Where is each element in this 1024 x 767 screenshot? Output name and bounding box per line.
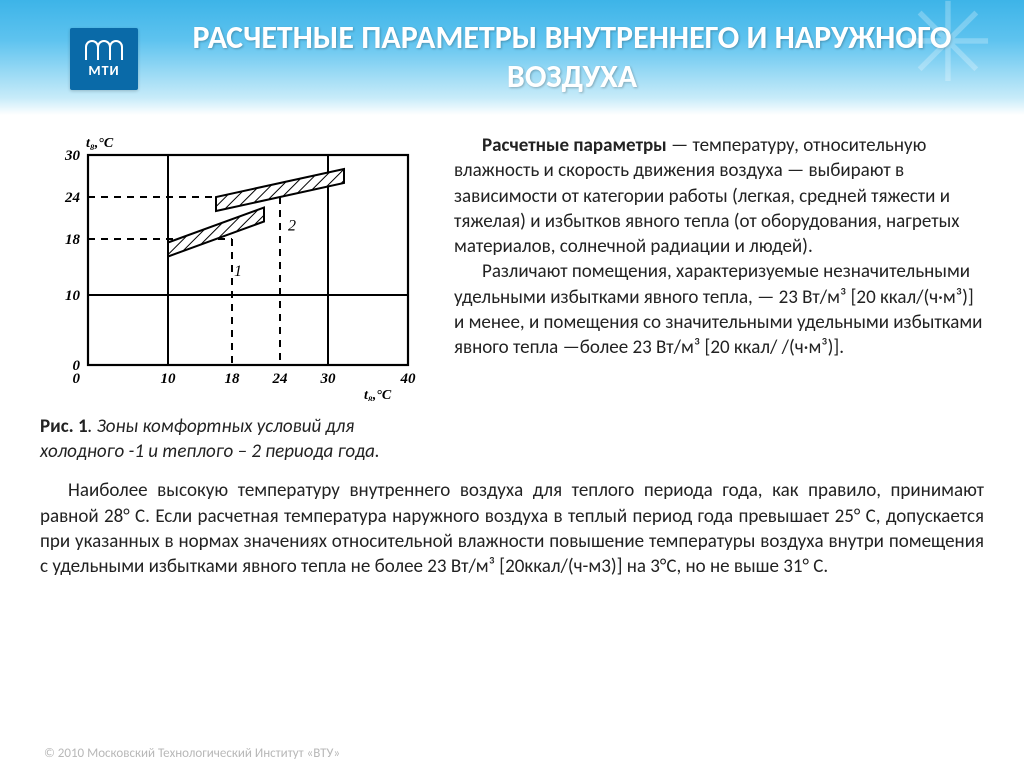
svg-text:0: 0 <box>73 371 81 387</box>
mti-logo: МТИ <box>70 28 138 90</box>
svg-text:t₈,°C: t₈,°C <box>86 136 114 151</box>
caption-text: . Зоны комфортных условий для холодного … <box>40 415 380 463</box>
svg-text:1: 1 <box>234 263 242 280</box>
bottom-paragraph: Наиболее высокую температуру внутреннего… <box>40 478 984 579</box>
caption-prefix: Рис. 1 <box>40 415 88 438</box>
slide-title: РАСЧЕТНЫЕ ПАРАМЕТРЫ ВНУТРЕННЕГО И НАРУЖН… <box>160 19 1024 96</box>
slide-content: 1230241810001018243040t₈,°Ct₈,°C Рис. 1.… <box>0 115 1024 579</box>
footer-copyright: © 2010 Московский Технологический Инстит… <box>44 746 340 761</box>
svg-text:10: 10 <box>161 371 177 387</box>
paragraph-1: Расчетные параметры — температуру, относ… <box>454 133 984 259</box>
logo-text: МТИ <box>88 62 119 79</box>
asterisk-decoration: ✳ <box>902 0 994 88</box>
slide-header: МТИ РАСЧЕТНЫЕ ПАРАМЕТРЫ ВНУТРЕННЕГО И НА… <box>0 0 1024 115</box>
svg-text:30: 30 <box>64 148 81 164</box>
p1-lead: Расчетные параметры <box>482 134 667 157</box>
paragraph-2: Различают помещения, характеризуемые нез… <box>454 259 984 360</box>
body-text-right: Расчетные параметры — температуру, относ… <box>454 133 984 464</box>
svg-text:24: 24 <box>272 371 289 387</box>
svg-text:24: 24 <box>64 190 81 206</box>
svg-text:18: 18 <box>225 371 241 387</box>
svg-text:40: 40 <box>400 371 417 387</box>
svg-text:10: 10 <box>65 288 81 304</box>
svg-text:30: 30 <box>320 371 337 387</box>
logo-arcs <box>86 40 122 60</box>
svg-text:2: 2 <box>288 217 296 234</box>
svg-text:t₈,°C: t₈,°C <box>364 388 392 401</box>
comfort-zones-chart: 1230241810001018243040t₈,°Ct₈,°C <box>40 133 420 401</box>
figure-caption: Рис. 1. Зоны комфортных условий для холо… <box>40 415 428 464</box>
svg-text:18: 18 <box>65 232 81 248</box>
